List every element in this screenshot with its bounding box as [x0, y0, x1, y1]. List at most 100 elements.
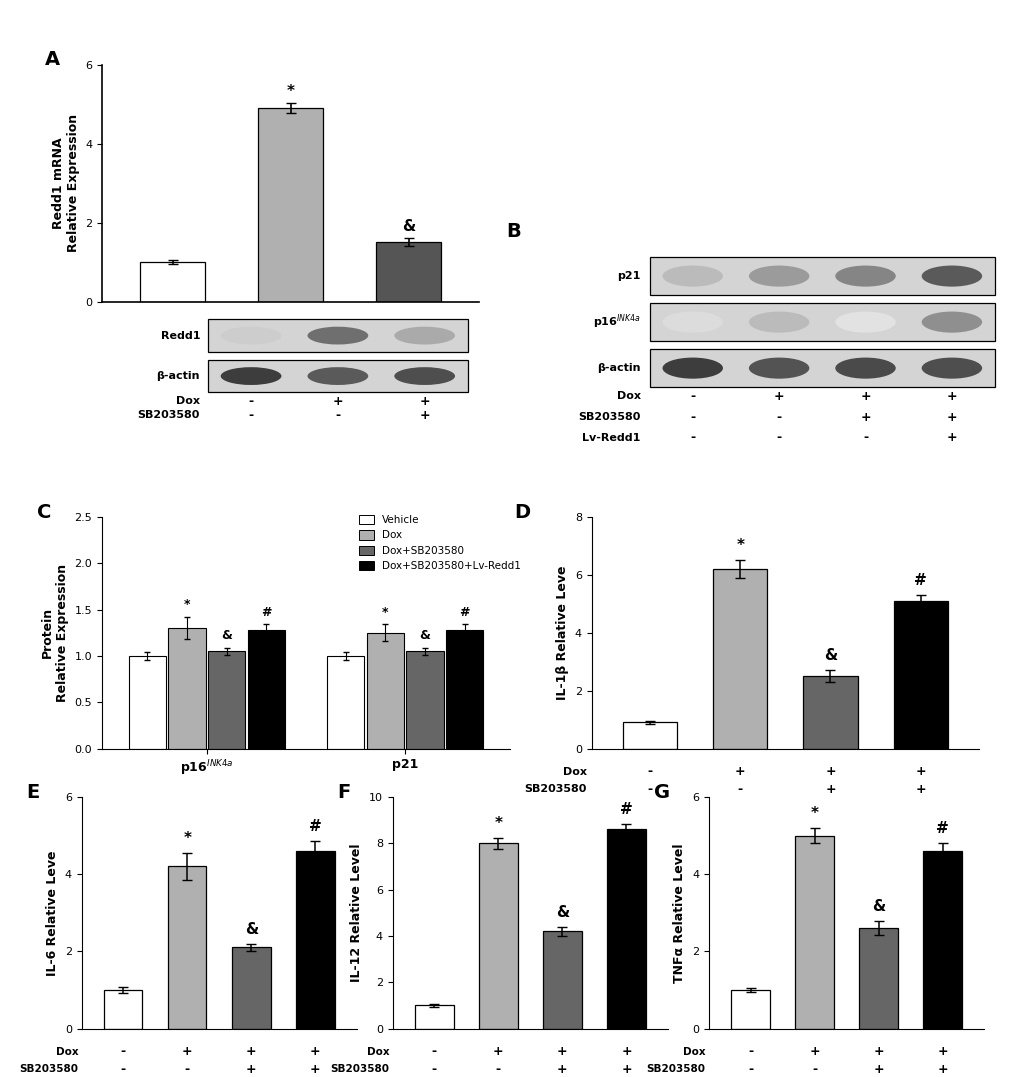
- Text: +: +: [936, 1045, 947, 1059]
- Ellipse shape: [921, 311, 981, 333]
- Bar: [712, 569, 766, 749]
- Bar: [922, 851, 961, 1029]
- Text: +: +: [946, 432, 956, 445]
- Bar: [168, 866, 206, 1029]
- Bar: [543, 932, 581, 1029]
- Text: -: -: [647, 800, 652, 813]
- Text: Lv-Redd1: Lv-Redd1: [582, 433, 640, 443]
- Bar: [649, 303, 995, 341]
- Text: +: +: [859, 410, 870, 423]
- Text: +: +: [936, 1063, 947, 1076]
- Bar: [168, 628, 206, 749]
- Text: +: +: [556, 1063, 568, 1076]
- Ellipse shape: [307, 367, 368, 384]
- Text: +: +: [946, 410, 956, 423]
- Text: +: +: [556, 1045, 568, 1059]
- Text: *: *: [736, 538, 744, 554]
- Text: D: D: [514, 503, 530, 522]
- Bar: [104, 990, 143, 1029]
- Text: -: -: [747, 1045, 752, 1059]
- Ellipse shape: [394, 367, 454, 384]
- Text: -: -: [335, 408, 340, 421]
- Text: #: #: [935, 821, 948, 836]
- Text: G: G: [653, 783, 669, 802]
- Bar: [893, 601, 947, 749]
- Text: +: +: [621, 1063, 631, 1076]
- Text: -: -: [737, 783, 742, 796]
- Ellipse shape: [921, 358, 981, 379]
- Text: +: +: [735, 765, 745, 779]
- Ellipse shape: [662, 266, 722, 286]
- Text: *: *: [183, 831, 192, 847]
- Text: +: +: [621, 1045, 631, 1059]
- Text: &: &: [871, 899, 884, 914]
- Text: -: -: [120, 1063, 125, 1076]
- Text: *: *: [494, 815, 502, 830]
- Text: +: +: [246, 1045, 257, 1059]
- Text: &: &: [401, 220, 415, 235]
- Ellipse shape: [835, 358, 895, 379]
- Ellipse shape: [921, 266, 981, 286]
- Text: +: +: [859, 390, 870, 403]
- Text: C: C: [37, 503, 51, 522]
- Text: SB203580: SB203580: [524, 784, 587, 794]
- Text: -: -: [431, 1063, 436, 1076]
- Bar: [649, 349, 995, 388]
- Bar: [795, 836, 833, 1029]
- Text: *: *: [183, 599, 191, 612]
- Ellipse shape: [835, 311, 895, 333]
- Text: #: #: [309, 820, 321, 835]
- Bar: [208, 652, 246, 749]
- Text: Dox: Dox: [367, 1047, 389, 1057]
- Ellipse shape: [748, 311, 808, 333]
- Bar: [128, 656, 166, 749]
- Text: -: -: [495, 1063, 500, 1076]
- Text: -: -: [737, 800, 742, 813]
- Text: +: +: [310, 1045, 320, 1059]
- Text: -: -: [775, 410, 781, 423]
- Bar: [366, 633, 404, 749]
- Text: β-actin: β-actin: [157, 372, 200, 381]
- Text: +: +: [332, 395, 342, 408]
- Text: &: &: [555, 905, 569, 920]
- Text: &: &: [823, 648, 837, 663]
- Ellipse shape: [307, 326, 368, 345]
- Text: Dox: Dox: [615, 392, 640, 402]
- Text: +: +: [914, 783, 925, 796]
- Text: &: &: [221, 629, 232, 642]
- Text: -: -: [690, 390, 695, 403]
- Text: *: *: [382, 606, 388, 619]
- Bar: [258, 108, 323, 302]
- Ellipse shape: [748, 358, 808, 379]
- Bar: [623, 723, 677, 749]
- Text: B: B: [505, 223, 520, 241]
- Text: p21: p21: [616, 271, 640, 281]
- Text: E: E: [26, 783, 40, 802]
- Text: -: -: [431, 1045, 436, 1059]
- Text: +: +: [181, 1045, 193, 1059]
- Text: -: -: [690, 432, 695, 445]
- Bar: [606, 829, 645, 1029]
- Text: β-actin: β-actin: [596, 363, 640, 373]
- Text: SB203580: SB203580: [646, 1064, 705, 1074]
- Text: &: &: [245, 922, 258, 937]
- Bar: [859, 928, 897, 1029]
- Y-axis label: Protein
Relative Expression: Protein Relative Expression: [41, 563, 69, 702]
- Text: -: -: [184, 1063, 190, 1076]
- Text: +: +: [419, 395, 430, 408]
- Text: SB203580: SB203580: [19, 1064, 78, 1074]
- Bar: [731, 990, 769, 1029]
- Text: +: +: [872, 1045, 883, 1059]
- Text: -: -: [249, 395, 254, 408]
- Ellipse shape: [394, 326, 454, 345]
- Ellipse shape: [220, 367, 281, 384]
- Text: +: +: [872, 1063, 883, 1076]
- Text: +: +: [808, 1045, 819, 1059]
- Text: +: +: [914, 800, 925, 813]
- Text: +: +: [946, 390, 956, 403]
- Ellipse shape: [662, 358, 722, 379]
- Text: +: +: [914, 765, 925, 779]
- Text: +: +: [824, 765, 835, 779]
- Text: #: #: [261, 606, 271, 619]
- Bar: [232, 948, 270, 1029]
